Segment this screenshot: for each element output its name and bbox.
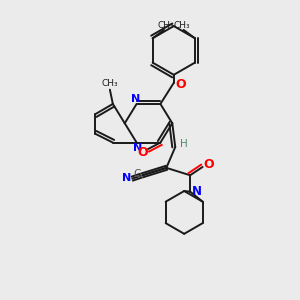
- Text: CH₃: CH₃: [157, 21, 174, 30]
- Text: N: N: [192, 185, 202, 198]
- Text: N: N: [134, 142, 143, 153]
- Text: O: O: [203, 158, 214, 171]
- Text: N: N: [122, 173, 131, 183]
- Text: C: C: [134, 169, 141, 179]
- Text: CH₃: CH₃: [102, 79, 118, 88]
- Text: O: O: [175, 78, 186, 91]
- Text: O: O: [138, 146, 148, 159]
- Text: CH₃: CH₃: [174, 21, 190, 30]
- Text: H: H: [180, 139, 188, 149]
- Text: N: N: [130, 94, 140, 104]
